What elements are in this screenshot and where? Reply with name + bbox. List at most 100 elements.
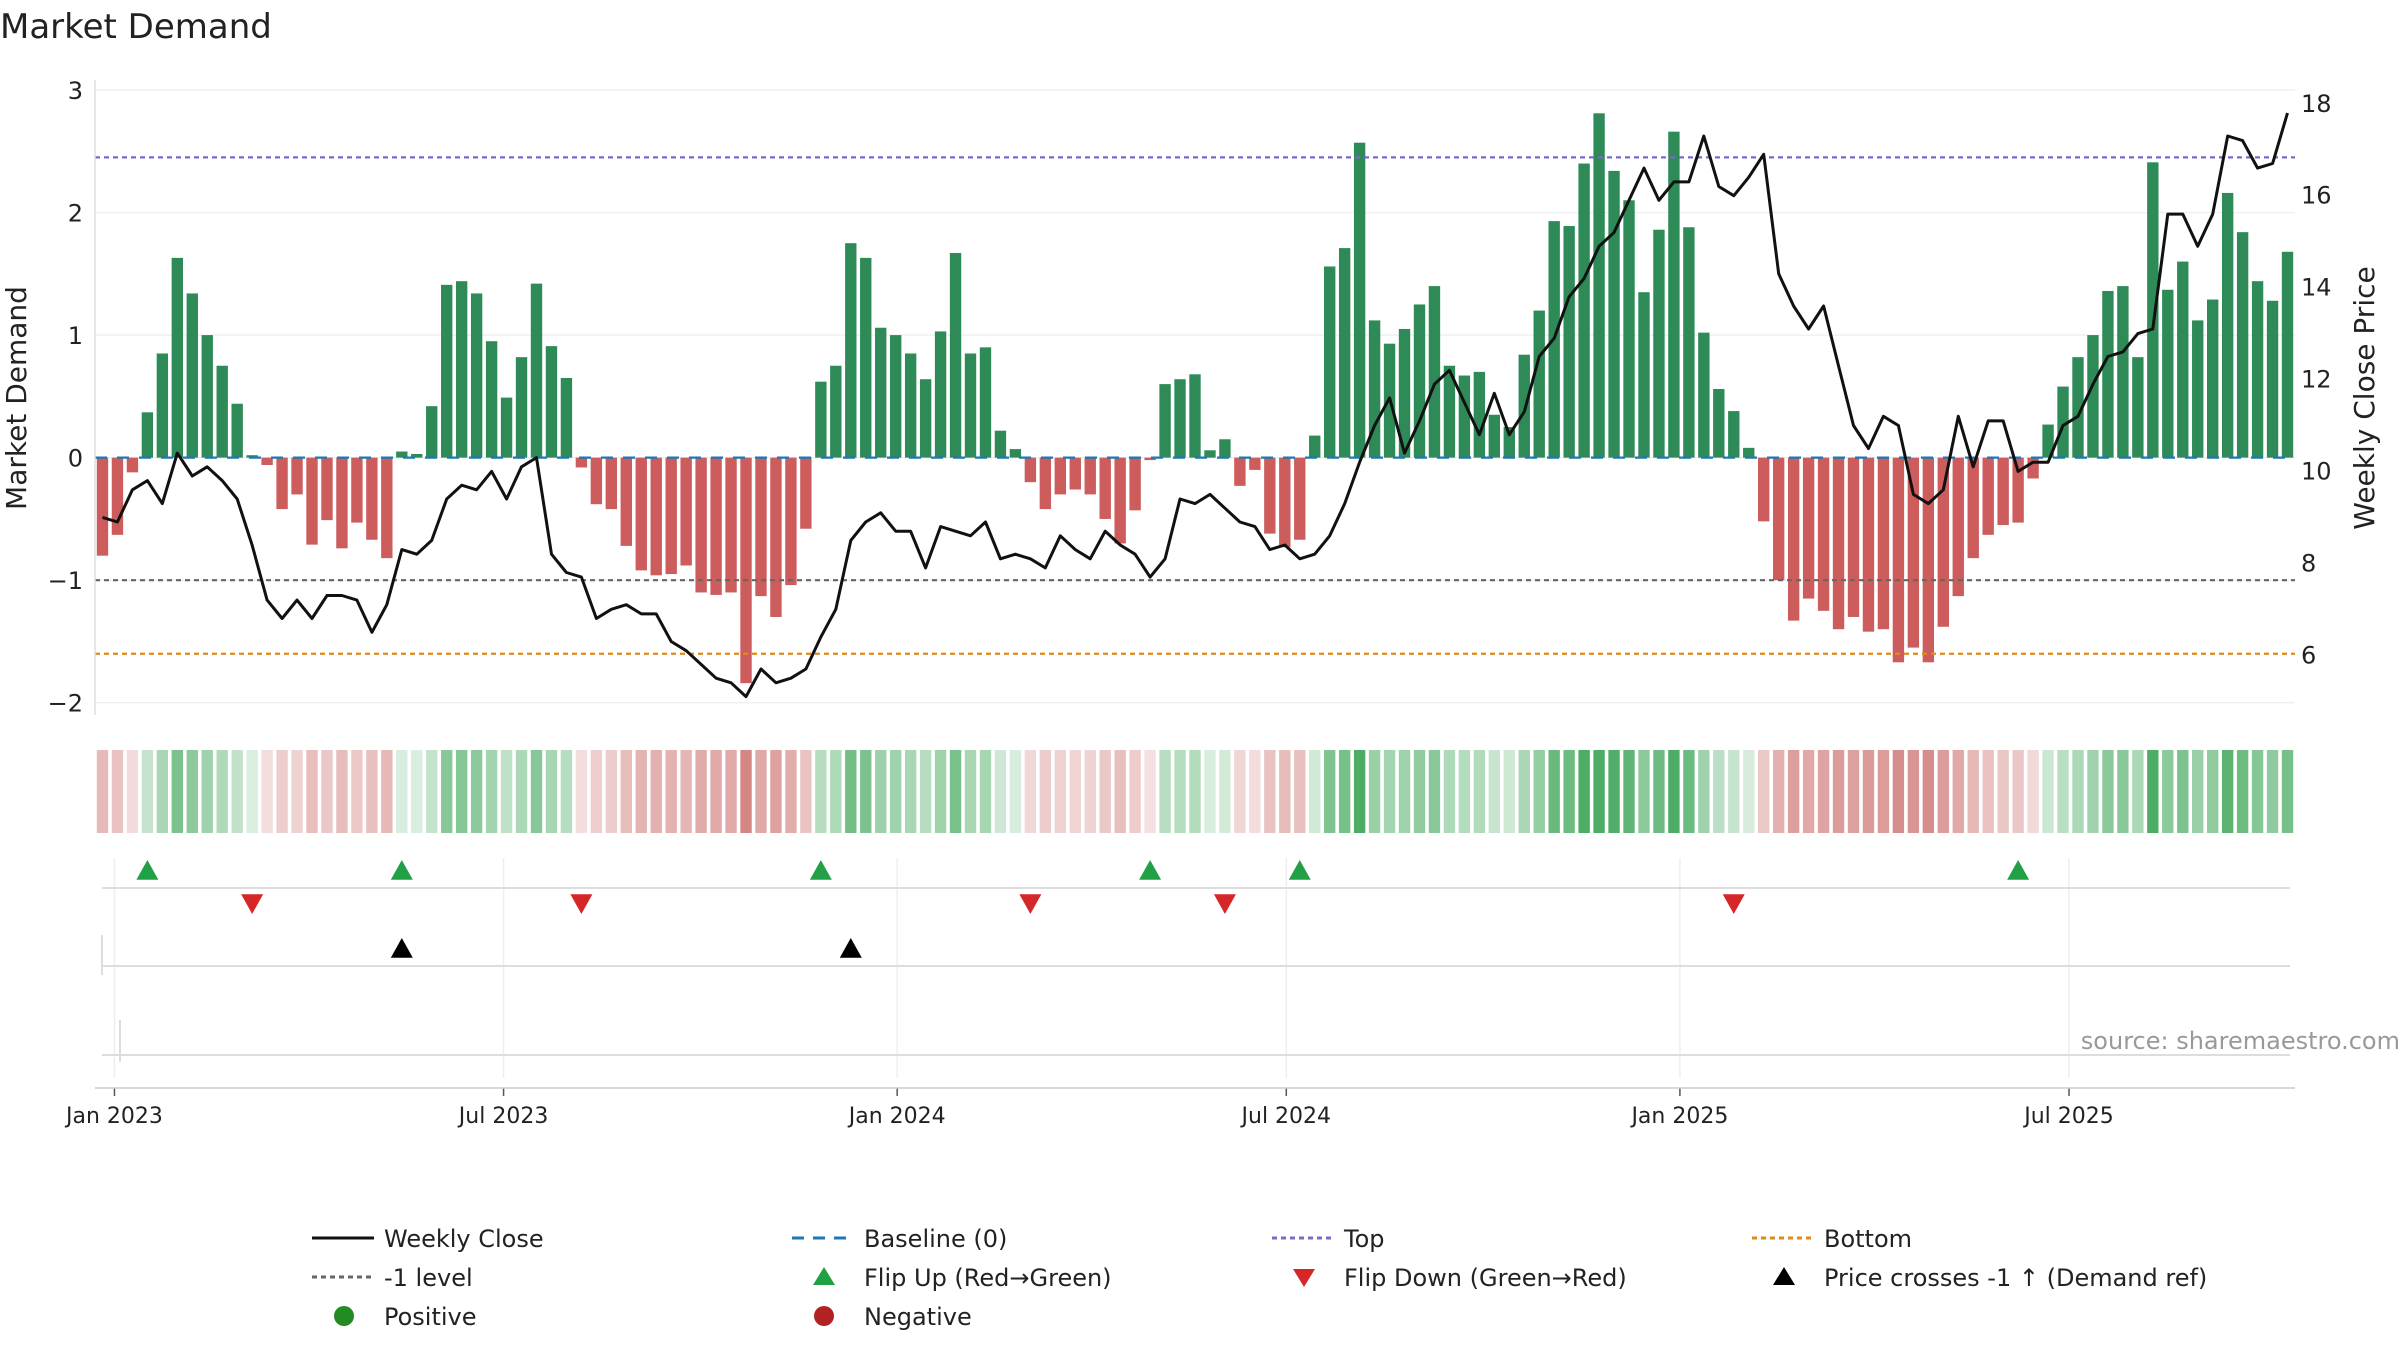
positive-bar xyxy=(815,381,827,458)
negative-bar xyxy=(291,457,303,495)
heat-cell xyxy=(1877,750,1890,833)
legend-item: Flip Up (Red→Green) xyxy=(813,1264,1112,1292)
heat-cell xyxy=(1024,750,1037,833)
y2-tick-label: 8 xyxy=(2301,549,2316,577)
positive-bar xyxy=(1009,449,1022,458)
positive-bar xyxy=(1368,320,1381,458)
negative-bar xyxy=(800,457,812,529)
heat-cell xyxy=(500,750,513,833)
heat-cell xyxy=(1368,750,1381,833)
y-axis-label: Market Demand xyxy=(0,286,33,510)
heat-cell xyxy=(1219,750,1231,833)
heat-cell xyxy=(2192,750,2204,833)
heat-cell xyxy=(1084,750,1096,833)
positive-bar xyxy=(889,335,902,458)
heat-cell xyxy=(485,750,498,833)
y2-tick-label: 10 xyxy=(2301,457,2332,485)
heat-cell xyxy=(2057,750,2069,833)
heat-cell xyxy=(1593,750,1605,833)
heat-cell xyxy=(1054,750,1066,833)
negative-bar xyxy=(1997,457,2009,526)
negative-bar xyxy=(1892,457,1905,663)
legend-label: Flip Up (Red→Green) xyxy=(864,1264,1112,1292)
negative-bar xyxy=(261,457,273,465)
heat-cell xyxy=(2266,750,2279,833)
heat-cell xyxy=(1862,750,1875,833)
heat-cell xyxy=(1728,750,1740,833)
heat-cell xyxy=(1398,750,1411,833)
heat-cell xyxy=(1638,750,1650,833)
flip-down-marker xyxy=(570,894,593,914)
positive-bar xyxy=(1578,163,1590,458)
heat-cell xyxy=(111,750,124,833)
heat-cell xyxy=(1503,750,1515,833)
negative-bar xyxy=(306,457,318,545)
heat-cell xyxy=(2012,750,2024,833)
negative-bar xyxy=(321,457,333,521)
heat-cell xyxy=(1249,750,1261,833)
heat-cell xyxy=(620,750,632,833)
positive-bar xyxy=(1413,304,1426,458)
heat-cell xyxy=(904,750,917,833)
x-tick-label: Jan 2025 xyxy=(1629,1104,1728,1129)
positive-bar xyxy=(934,331,947,458)
positive-bar xyxy=(904,353,917,458)
negative-bar xyxy=(1967,457,1979,559)
positive-bar xyxy=(186,293,198,458)
heat-cell xyxy=(1458,750,1471,833)
reference-lines xyxy=(95,156,2295,655)
legend-swatch xyxy=(1293,1269,1315,1287)
heat-cell xyxy=(1294,750,1306,833)
weekly-close-series xyxy=(102,112,2289,699)
positive-bar xyxy=(1533,310,1545,458)
positive-bar xyxy=(2042,424,2054,458)
negative-bar xyxy=(96,457,109,556)
heat-cell xyxy=(1578,750,1590,833)
flip-up-marker xyxy=(136,860,159,880)
negative-bar xyxy=(695,457,707,593)
positive-bar xyxy=(485,341,498,458)
heat-cell xyxy=(1892,750,1905,833)
heat-cell xyxy=(590,750,603,833)
y-tick-label: 1 xyxy=(68,322,83,350)
negative-bar xyxy=(1114,457,1126,544)
positive-bar xyxy=(2221,192,2234,458)
negative-bar xyxy=(2012,457,2024,523)
positive-bar xyxy=(845,243,857,458)
negative-bar xyxy=(1249,457,1261,470)
negative-bar xyxy=(1937,457,1949,627)
negative-bar xyxy=(740,457,752,684)
heat-cell xyxy=(171,750,183,833)
negative-bar xyxy=(1024,457,1037,483)
heat-cell xyxy=(875,750,887,833)
heat-cell xyxy=(575,750,588,833)
legend-label: -1 level xyxy=(384,1264,473,1292)
heat-cell xyxy=(201,750,213,833)
positive-bar xyxy=(560,377,573,458)
heat-cell xyxy=(1473,750,1486,833)
flip-up-marker xyxy=(1288,860,1311,880)
heat-cell xyxy=(1787,750,1800,833)
heat-cell xyxy=(426,750,438,833)
legend-label: Price crosses -1 ↑ (Demand ref) xyxy=(1824,1264,2207,1292)
heat-cell xyxy=(1099,750,1111,833)
positive-bar xyxy=(396,451,408,458)
heat-cell xyxy=(830,750,842,833)
positive-bar xyxy=(171,257,183,458)
negative-bar xyxy=(1279,457,1291,548)
positive-bar xyxy=(1698,332,1710,458)
legend-label: Bottom xyxy=(1824,1225,1912,1253)
heat-cell xyxy=(1069,750,1081,833)
flip-up-marker xyxy=(2007,860,2030,880)
legend-item: Baseline (0) xyxy=(792,1225,1007,1253)
legend-swatch xyxy=(1773,1267,1795,1285)
positive-bar xyxy=(979,347,992,458)
negative-bar xyxy=(1817,457,1830,611)
legend-swatch xyxy=(814,1306,834,1326)
heat-cell xyxy=(1802,750,1815,833)
positive-bar xyxy=(1563,226,1575,458)
heat-cell xyxy=(1114,750,1126,833)
positive-bar xyxy=(1653,229,1665,458)
heat-cell xyxy=(1488,750,1501,833)
heat-cell xyxy=(665,750,677,833)
